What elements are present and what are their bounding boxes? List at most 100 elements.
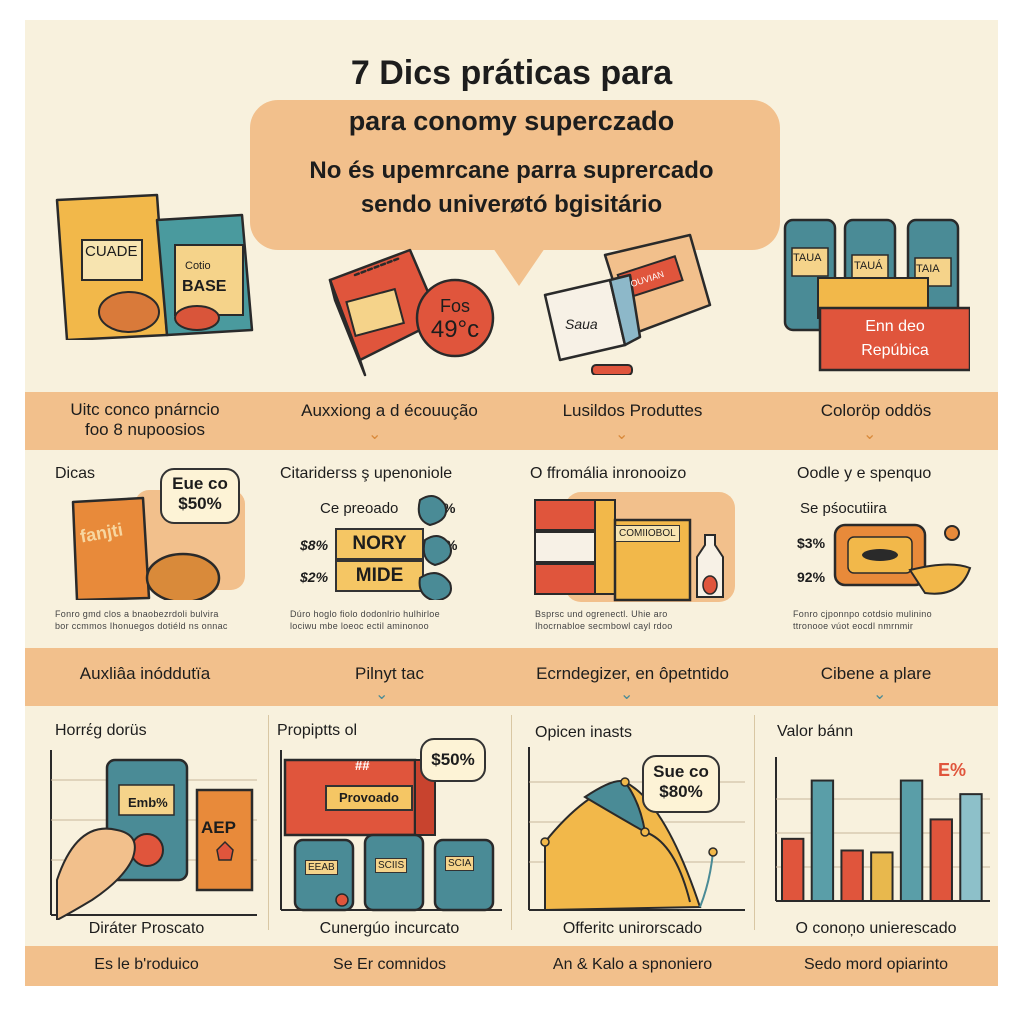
bar-7 — [959, 793, 983, 902]
bar-2 — [810, 779, 835, 903]
row2-col2-row1-label: Ce preoado — [320, 500, 399, 517]
band2-item-4: Cibene a plare — [820, 664, 932, 683]
chevron-down-icon: ⌄ — [873, 686, 887, 703]
band1-item-1-line1: Uitc conco pnárncio — [70, 400, 220, 419]
price-box-illustration — [328, 248, 495, 377]
bar-6 — [929, 818, 953, 902]
note-and-box-illustration — [543, 233, 712, 375]
row2-col1-badge: Eue co $50% — [160, 468, 240, 524]
band-2 — [25, 648, 998, 706]
band-1 — [25, 392, 998, 450]
band2-item-1: Auxliâa inóddutïa — [79, 664, 211, 683]
page-title: 7 Dics práticas para — [350, 54, 673, 92]
band1-item-1-line2: foo 8 nupoosios — [84, 420, 206, 439]
band1-item-3: Lusildos Produttes — [562, 401, 703, 420]
row2-col3-box-label: COMIIOBOL — [615, 525, 680, 542]
bag-label-1: CUADE — [85, 243, 138, 260]
chevron-down-icon: ⌄ — [863, 426, 877, 443]
row3-col2-badge: $50% — [420, 738, 486, 782]
chevron-down-icon: ⌄ — [375, 686, 389, 703]
row2-col4-pct-2: 92% — [797, 569, 826, 585]
chevron-down-icon: ⌄ — [615, 426, 629, 443]
row2-col2-leaf-icons — [417, 495, 452, 600]
snack-bags-illustration — [55, 193, 254, 340]
price-badge-line1: Fos — [439, 296, 470, 316]
jar-label-2: TAUÁ — [854, 260, 883, 272]
footer-item-4: Sedo mord opiarinto — [803, 956, 949, 973]
bubble-tail — [493, 248, 545, 286]
infographic-page: 7 Dics práticas para para conomy supercz… — [25, 20, 998, 986]
row3-col1-title: Horrέg dorüs — [55, 722, 147, 739]
band1-item-2: Auxxiong a d écouução — [301, 401, 478, 420]
column-divider — [754, 715, 755, 930]
row2-col1-badge-line1: Eue co — [172, 474, 228, 493]
row2-col2-row2-price: $8% — [300, 537, 329, 553]
subtitle-line-3: sendo univerøtó bgisitário — [360, 191, 663, 218]
footer-item-1: Es le b'roduico — [94, 956, 199, 973]
row3-col1-pack-label: AEP — [201, 818, 236, 837]
subtitle-line-1: para conomy superczado — [348, 106, 675, 136]
subtitle-line-2: No és upemrcane parra suprercado — [309, 157, 714, 184]
band2-item-3: Ecrndegizer, en ôpetntido — [536, 664, 729, 683]
row3-col1-illustration — [50, 750, 257, 920]
row2-col2-row2-label: NORY — [335, 528, 424, 560]
bottom-caption-4: O conoņo unierescado — [795, 920, 957, 937]
row2-col1-caption-1: Fonro gmd clos a bnaobezrdoli bulvira — [55, 609, 219, 619]
row3-col2-jar2: SCIIS — [375, 858, 408, 873]
footer-item-2: Se Er comnidos — [333, 956, 446, 973]
note-label: Saua — [565, 316, 598, 332]
row3-col3-badge-line2: $80% — [659, 782, 703, 801]
jar-label-1: TAUA — [793, 252, 822, 264]
column-divider — [268, 715, 269, 930]
footer-band — [25, 946, 998, 986]
row2-col3-caption-2: Ihocrnabloe secmbowl cayl rdoo — [535, 621, 673, 631]
row2-col4-illustration — [833, 523, 972, 595]
chevron-down-icon: ⌄ — [620, 686, 634, 703]
row2-col2-caption-1: Dúro hoglo fiolo dodonlrio hulhirloe — [290, 609, 440, 619]
sign-line-1: Enn deo — [865, 318, 925, 335]
row2-col2-row3-price: $2% — [300, 569, 329, 585]
row2-col4-title: Oodle y e spenquo — [797, 465, 932, 482]
row2-col3-title: O ffromália inronooizo — [530, 465, 687, 482]
footer-item-3: An & Kalo a spnoniero — [552, 956, 713, 973]
row2-col4-pct-1: $3% — [797, 535, 826, 551]
bar-3 — [840, 849, 864, 903]
bar-1 — [781, 837, 805, 903]
bar-5 — [899, 779, 924, 903]
row2-col1-illustration — [71, 496, 221, 600]
row2-col4-caption-1: Fonro cjponnpo cotdsio mulinino — [793, 609, 932, 619]
subtitle-bubble — [250, 100, 780, 250]
row3-col2-box-top: ## — [355, 758, 370, 773]
sign-line-2: Repúbica — [861, 342, 929, 359]
bottom-caption-3: Offeritc unirorscado — [562, 920, 703, 937]
jars-basket-illustration — [783, 218, 970, 372]
row2-col2-caption-2: lociwu mbe loeoc ectil aminonoo — [290, 621, 429, 631]
price-badge-line2: 49°c — [430, 316, 480, 343]
row2-col1-caption-2: bor ccmmos Ihonuegos dotiéld ns onnac — [55, 621, 228, 631]
row3-col3-badge-line1: Sue co — [653, 762, 709, 781]
row3-col2-jar1: EEAB — [305, 860, 338, 875]
bottom-caption-2: Cunergúo incurcato — [319, 920, 460, 937]
row3-col3-title: Opicen inasts — [535, 724, 632, 741]
row2-col4-caption-2: ttronooe vúot eocdl nmrnmir — [793, 621, 914, 631]
row2-col3-caption-1: Bsprsc und ogrenectl. Uhie aro — [535, 609, 668, 619]
row3-col2-jar3: SCIA — [445, 856, 475, 871]
bottom-caption-1: Diráter Proscato — [88, 920, 205, 937]
bag-label-2b: BASE — [182, 278, 227, 295]
row3-col2-title: Propiptts ol — [277, 722, 358, 739]
row2-col2-title: Citarideгss ş upenoniole — [280, 465, 453, 482]
column-divider — [511, 715, 512, 930]
row3-col3-badge: Sue co $80% — [642, 755, 720, 813]
jar-label-3: TAIA — [916, 263, 940, 275]
row2-col1-title: Dicas — [55, 465, 96, 482]
band2-item-2: Pilnyt tac — [355, 664, 424, 683]
row3-col1-bag-label: Emb% — [128, 795, 168, 810]
chart-annotation: E% — [938, 760, 967, 780]
row2-col1-badge-line2: $50% — [178, 494, 222, 513]
chevron-down-icon: ⌄ — [368, 426, 382, 443]
row2-col3-illustration — [534, 499, 724, 602]
bar-4 — [870, 851, 894, 903]
row2-col4-subtitle: Se pśocutiira — [800, 500, 887, 517]
row3-col2-box-label: Provoado — [325, 785, 413, 811]
row3-col4-title: Valor bánn — [777, 723, 854, 740]
